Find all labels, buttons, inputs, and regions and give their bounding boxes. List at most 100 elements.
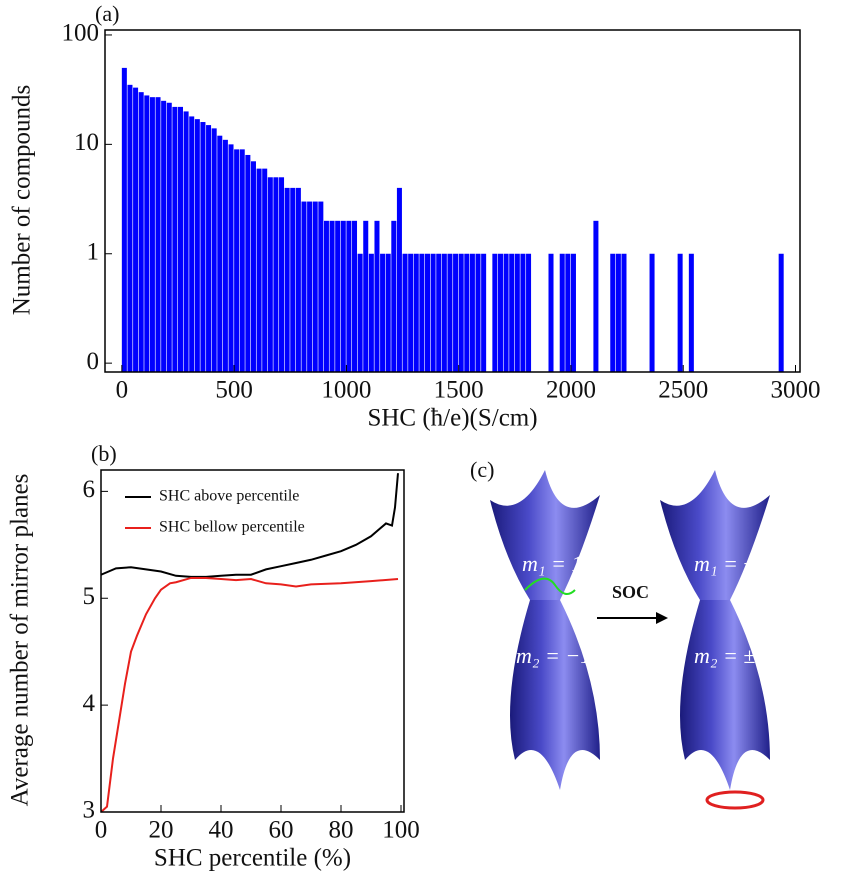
legend-label: SHC bellow percentile <box>159 519 305 536</box>
bar <box>391 220 397 372</box>
x-tick-label: 80 <box>329 817 354 844</box>
bar <box>127 84 133 372</box>
bar <box>194 119 200 372</box>
bar <box>492 253 498 372</box>
x-axis-label: SHC percentile (%) <box>154 845 351 872</box>
x-tick-label: 2500 <box>658 377 708 404</box>
bar <box>514 253 520 372</box>
x-tick-label: 0 <box>116 377 129 404</box>
bar <box>340 220 346 372</box>
y-tick-label: 1 <box>87 238 100 265</box>
x-tick-label: 40 <box>209 817 234 844</box>
bar <box>593 220 599 372</box>
bar <box>621 253 627 372</box>
bar <box>256 168 262 372</box>
line <box>100 576 399 813</box>
bar <box>368 253 374 372</box>
panel-label: (b) <box>91 441 117 466</box>
arrow-label: SOC <box>612 582 649 602</box>
bar <box>570 253 576 372</box>
bar <box>284 187 290 372</box>
bar <box>155 97 161 372</box>
x-tick-label: 500 <box>215 377 253 404</box>
bar <box>441 253 447 372</box>
bar <box>312 201 318 372</box>
bar <box>526 253 532 372</box>
x-tick-label: 0 <box>95 817 108 844</box>
bar <box>346 220 352 372</box>
bar <box>183 111 189 373</box>
bar <box>520 253 526 372</box>
bar <box>464 253 470 372</box>
bar <box>408 253 414 372</box>
x-tick-label: 1000 <box>321 377 371 404</box>
bar <box>228 144 234 372</box>
bar <box>177 106 183 372</box>
bar <box>649 253 655 372</box>
bar <box>481 253 487 372</box>
bar <box>121 67 127 373</box>
bar <box>548 253 554 372</box>
bar <box>222 139 228 372</box>
bar <box>323 220 329 372</box>
bar <box>559 253 565 372</box>
bar <box>149 97 155 372</box>
bar <box>363 220 369 372</box>
bar <box>307 201 313 372</box>
bar <box>279 177 285 372</box>
plot-frame <box>100 469 405 813</box>
y-axis-label: Number of compounds <box>9 85 36 316</box>
y-axis-label: Average number of mirror planes <box>7 474 34 807</box>
bar <box>206 125 212 372</box>
y-tick-label: 10 <box>74 129 99 156</box>
bar <box>250 161 256 372</box>
y-tick-label: 3 <box>83 797 96 824</box>
bar <box>424 253 431 372</box>
bar <box>144 95 150 372</box>
x-axis-label: SHC (ħ/e)(S/cm) <box>367 405 537 432</box>
y-tick-label: 4 <box>83 690 96 717</box>
x-tick-label: 100 <box>382 817 420 844</box>
y-tick-label: 6 <box>83 476 96 503</box>
bar <box>301 201 307 372</box>
panel-label: (a) <box>95 1 119 26</box>
bar <box>172 106 178 372</box>
bar <box>475 253 481 372</box>
bar <box>385 253 391 372</box>
bar <box>374 220 380 372</box>
bar <box>503 253 509 372</box>
bar <box>318 201 324 372</box>
bar <box>615 253 621 372</box>
bar <box>200 122 206 372</box>
x-tick-label: 20 <box>149 817 174 844</box>
bar <box>413 253 419 372</box>
x-tick-label: 60 <box>269 817 294 844</box>
bar <box>290 187 296 372</box>
bar <box>133 87 139 373</box>
bar <box>610 253 616 372</box>
bar <box>262 168 268 372</box>
bar <box>509 253 515 372</box>
bar <box>239 149 245 372</box>
bar <box>335 220 341 372</box>
label: m₁ = 1 <box>522 551 582 576</box>
bar <box>166 102 172 373</box>
bar <box>447 253 453 372</box>
x-tick-label: 3000 <box>771 377 821 404</box>
y-tick-label: 0 <box>87 348 100 375</box>
label: m₂ = ±i <box>694 643 762 668</box>
bar <box>380 253 386 372</box>
bar <box>138 92 144 372</box>
panel-label: (c) <box>470 457 494 482</box>
y-tick-label: 100 <box>62 20 100 47</box>
bar <box>778 253 784 372</box>
bar <box>161 100 167 372</box>
bar <box>329 220 335 372</box>
y-tick-label: 5 <box>83 583 96 610</box>
bar <box>357 253 363 372</box>
bar <box>458 253 464 372</box>
bar <box>419 253 425 372</box>
bar <box>211 128 217 372</box>
line <box>100 473 399 578</box>
